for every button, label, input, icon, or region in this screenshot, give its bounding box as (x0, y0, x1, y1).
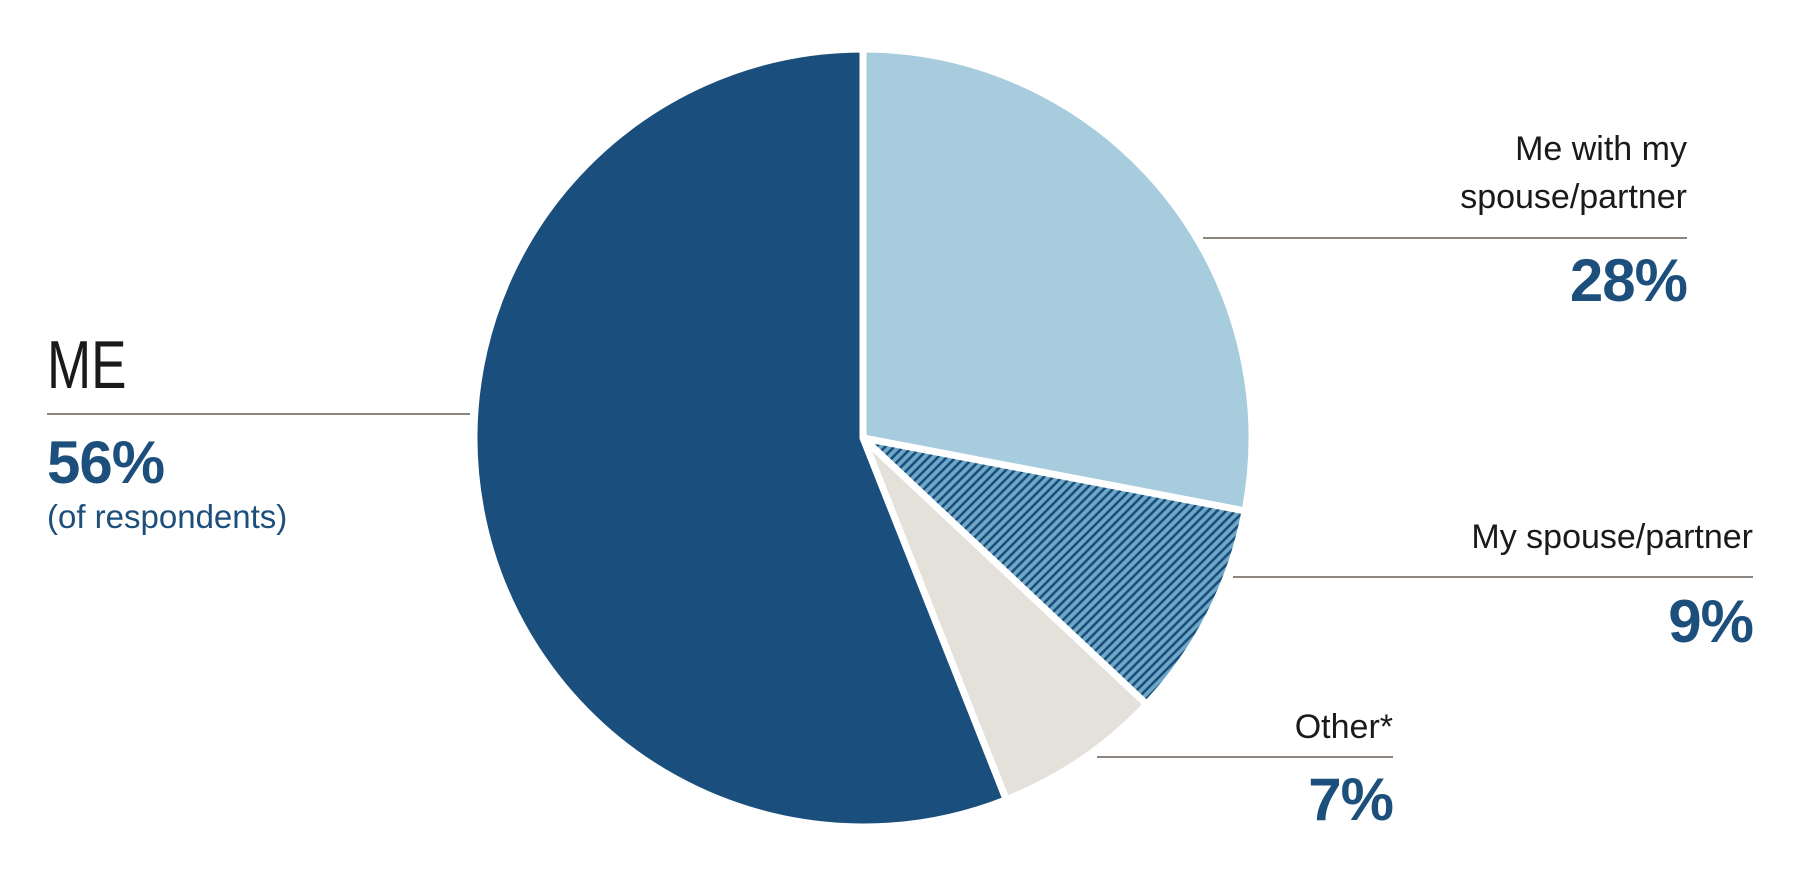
pie-slice-my-spouse (859, 434, 1249, 708)
callout-other: Other* 7% (1097, 703, 1394, 833)
callout-me-label: ME (47, 327, 127, 403)
callout-me-with-spouse-value: 28% (1569, 247, 1688, 314)
pie-slice-me (470, 45, 1010, 831)
callout-other-value: 7% (1308, 766, 1394, 833)
callout-me-with-spouse: Me with my spouse/partner 28% (1203, 125, 1688, 314)
leader-line-my-spouse (1233, 576, 1753, 578)
leader-line-other (1097, 756, 1393, 758)
leader-line-me-with-spouse (1203, 237, 1687, 239)
pie-slice-other (859, 434, 1151, 804)
callout-me-with-spouse-label-line1: Me with my (1515, 130, 1687, 168)
callout-me-value: 56% (47, 429, 165, 496)
callout-my-spouse-label: My spouse/partner (1471, 518, 1753, 556)
pie-slice-me-with-spouse (859, 45, 1256, 515)
leader-line-me (47, 413, 470, 415)
callout-me: ME 56% (of respondents) (47, 331, 470, 536)
callout-my-spouse: My spouse/partner 9% (1233, 513, 1754, 655)
callout-other-label: Other* (1294, 708, 1393, 746)
callout-my-spouse-value: 9% (1668, 588, 1754, 655)
callout-me-note: (of respondents) (47, 498, 288, 535)
callout-me-with-spouse-label-line2: spouse/partner (1460, 178, 1687, 216)
